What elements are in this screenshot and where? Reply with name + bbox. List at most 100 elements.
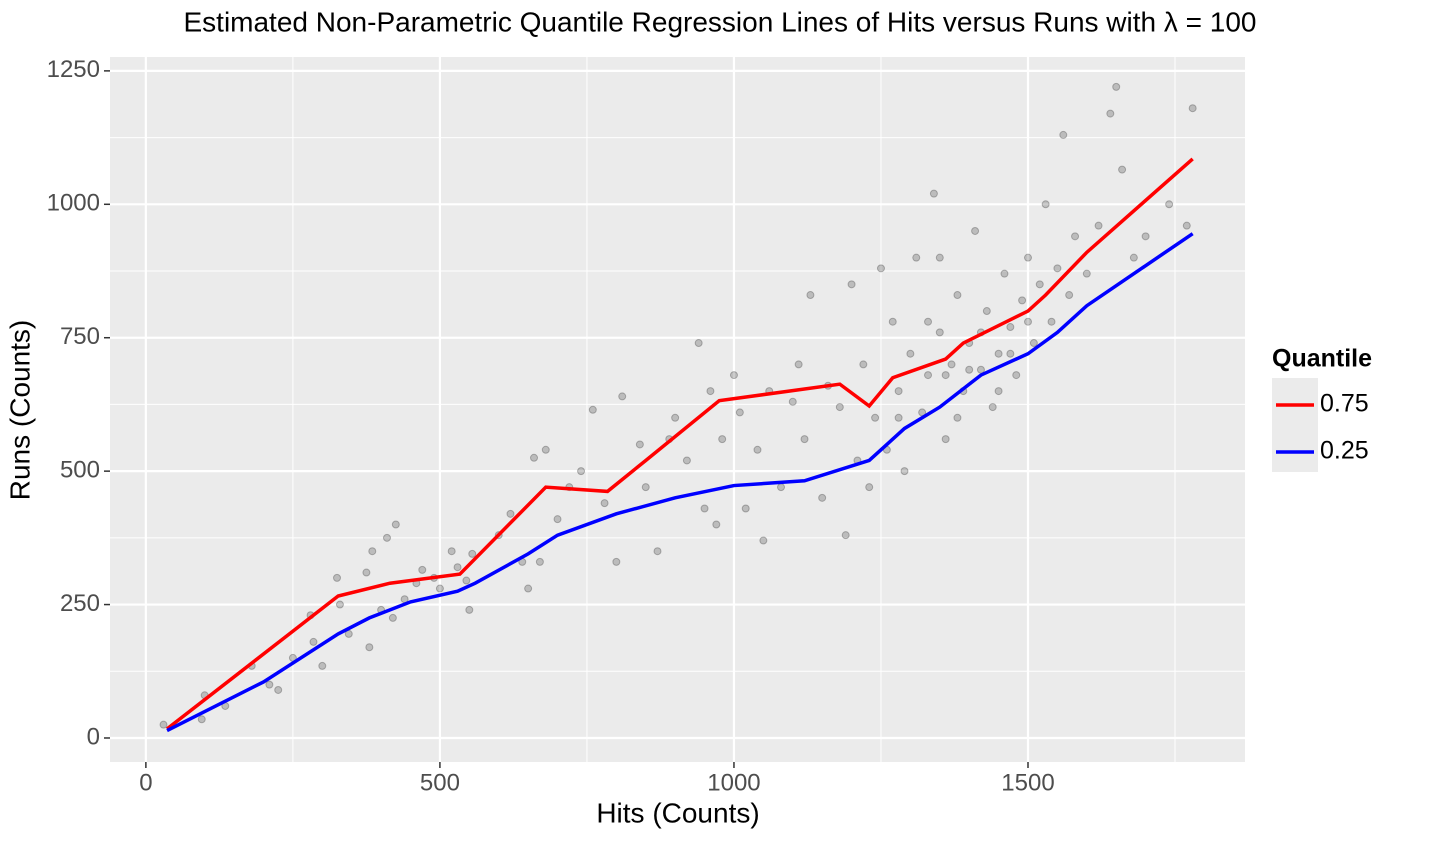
point [588, 405, 597, 414]
point [806, 291, 815, 300]
x-axis-label: Hits (Counts) [596, 797, 759, 828]
point [197, 715, 206, 724]
point [1082, 269, 1091, 278]
point [1023, 253, 1032, 262]
quantile-line [166, 232, 1194, 733]
point [653, 547, 662, 556]
y-tick-label: 250 [60, 590, 100, 617]
point [1006, 349, 1015, 358]
point [700, 504, 709, 513]
legend-label: 0.75 [1320, 390, 1369, 418]
point [847, 280, 856, 289]
legend-title: Quantile [1272, 345, 1372, 373]
point [274, 685, 283, 694]
point [1106, 109, 1115, 118]
point [1006, 323, 1015, 332]
point [577, 467, 586, 476]
point [835, 403, 844, 412]
point [1165, 200, 1174, 209]
y-tick-label: 0 [87, 723, 100, 750]
point [818, 493, 827, 502]
point [759, 536, 768, 545]
point [535, 557, 544, 566]
y-tick-label: 1250 [47, 56, 100, 83]
point [941, 435, 950, 444]
point [947, 360, 956, 369]
point [465, 605, 474, 614]
point [506, 509, 515, 518]
point [382, 533, 391, 542]
point [365, 643, 374, 652]
point [388, 613, 397, 622]
point [391, 520, 400, 529]
point [159, 720, 168, 729]
point [671, 413, 680, 422]
point [468, 549, 477, 558]
point [894, 413, 903, 422]
point [1059, 130, 1068, 139]
point [541, 445, 550, 454]
point [265, 680, 274, 689]
point [994, 387, 1003, 396]
y-tick-label: 500 [60, 456, 100, 483]
legend-label: 0.25 [1320, 437, 1369, 465]
point [924, 317, 933, 326]
point [900, 467, 909, 476]
y-tick-label: 1000 [47, 190, 100, 217]
point [530, 453, 539, 462]
point [953, 413, 962, 422]
point [368, 547, 377, 556]
point [971, 226, 980, 235]
point [953, 291, 962, 300]
point [924, 371, 933, 380]
point [362, 568, 371, 577]
panel [110, 57, 1245, 762]
point [435, 584, 444, 593]
x-tick-label: 0 [139, 769, 152, 796]
point [1029, 339, 1038, 348]
point [462, 576, 471, 585]
point [906, 349, 915, 358]
point [333, 573, 341, 582]
point [1053, 264, 1062, 273]
point [718, 435, 727, 444]
point [524, 584, 533, 593]
point [859, 360, 868, 369]
x-tick-label: 1500 [1001, 769, 1054, 796]
point [335, 600, 344, 609]
point [888, 317, 897, 326]
point [788, 397, 797, 406]
point [1012, 371, 1021, 380]
x-tick-label: 1000 [707, 769, 760, 796]
point [635, 440, 644, 449]
point [1023, 317, 1032, 326]
legend-key-bg [1272, 378, 1318, 472]
point [600, 499, 609, 508]
point [641, 483, 650, 492]
point [800, 435, 809, 444]
point [741, 504, 750, 513]
point [794, 360, 803, 369]
point [706, 387, 715, 396]
point [1118, 165, 1127, 174]
point [988, 403, 997, 412]
y-tick-label: 750 [60, 323, 100, 350]
quantile-line [165, 157, 1194, 731]
point [1188, 104, 1197, 113]
point [982, 307, 991, 316]
point [929, 189, 938, 198]
point [935, 253, 944, 262]
point [418, 565, 427, 574]
point [612, 557, 621, 566]
point [1018, 296, 1027, 305]
point [729, 371, 738, 380]
chart-title: Estimated Non-Parametric Quantile Regres… [183, 6, 1256, 37]
point [618, 392, 627, 401]
point [1182, 221, 1191, 230]
point [309, 637, 318, 646]
y-axis-label: Runs (Counts) [4, 320, 35, 501]
point [865, 483, 874, 492]
point [965, 365, 974, 374]
point [1000, 269, 1009, 278]
